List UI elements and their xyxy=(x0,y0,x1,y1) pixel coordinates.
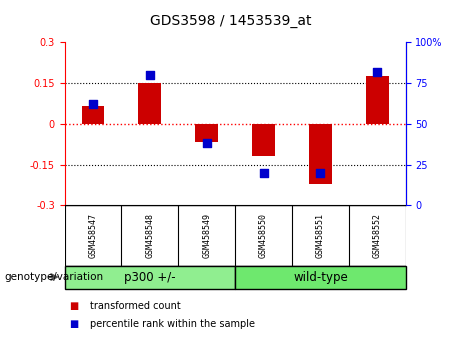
Text: GSM458548: GSM458548 xyxy=(145,213,154,258)
Bar xyxy=(82,106,104,124)
Text: genotype/variation: genotype/variation xyxy=(5,272,104,282)
Text: GSM458549: GSM458549 xyxy=(202,213,211,258)
Text: percentile rank within the sample: percentile rank within the sample xyxy=(90,319,255,329)
Point xyxy=(203,141,210,146)
Bar xyxy=(366,76,389,124)
Point xyxy=(260,170,267,176)
Point xyxy=(89,102,97,107)
Text: GSM458547: GSM458547 xyxy=(89,213,97,258)
Bar xyxy=(309,124,332,184)
Text: GSM458551: GSM458551 xyxy=(316,213,325,258)
Text: p300 +/-: p300 +/- xyxy=(124,270,176,284)
Text: wild-type: wild-type xyxy=(293,270,348,284)
Text: ■: ■ xyxy=(69,301,78,311)
Text: GSM458552: GSM458552 xyxy=(373,213,382,258)
Text: ■: ■ xyxy=(69,319,78,329)
Bar xyxy=(235,266,406,289)
Point xyxy=(146,72,154,78)
Text: GDS3598 / 1453539_at: GDS3598 / 1453539_at xyxy=(150,14,311,28)
Bar xyxy=(252,124,275,156)
Text: transformed count: transformed count xyxy=(90,301,181,311)
Bar xyxy=(65,266,235,289)
Point xyxy=(373,69,381,75)
Bar xyxy=(138,83,161,124)
Point xyxy=(317,170,324,176)
Bar xyxy=(195,124,218,142)
Text: GSM458550: GSM458550 xyxy=(259,213,268,258)
